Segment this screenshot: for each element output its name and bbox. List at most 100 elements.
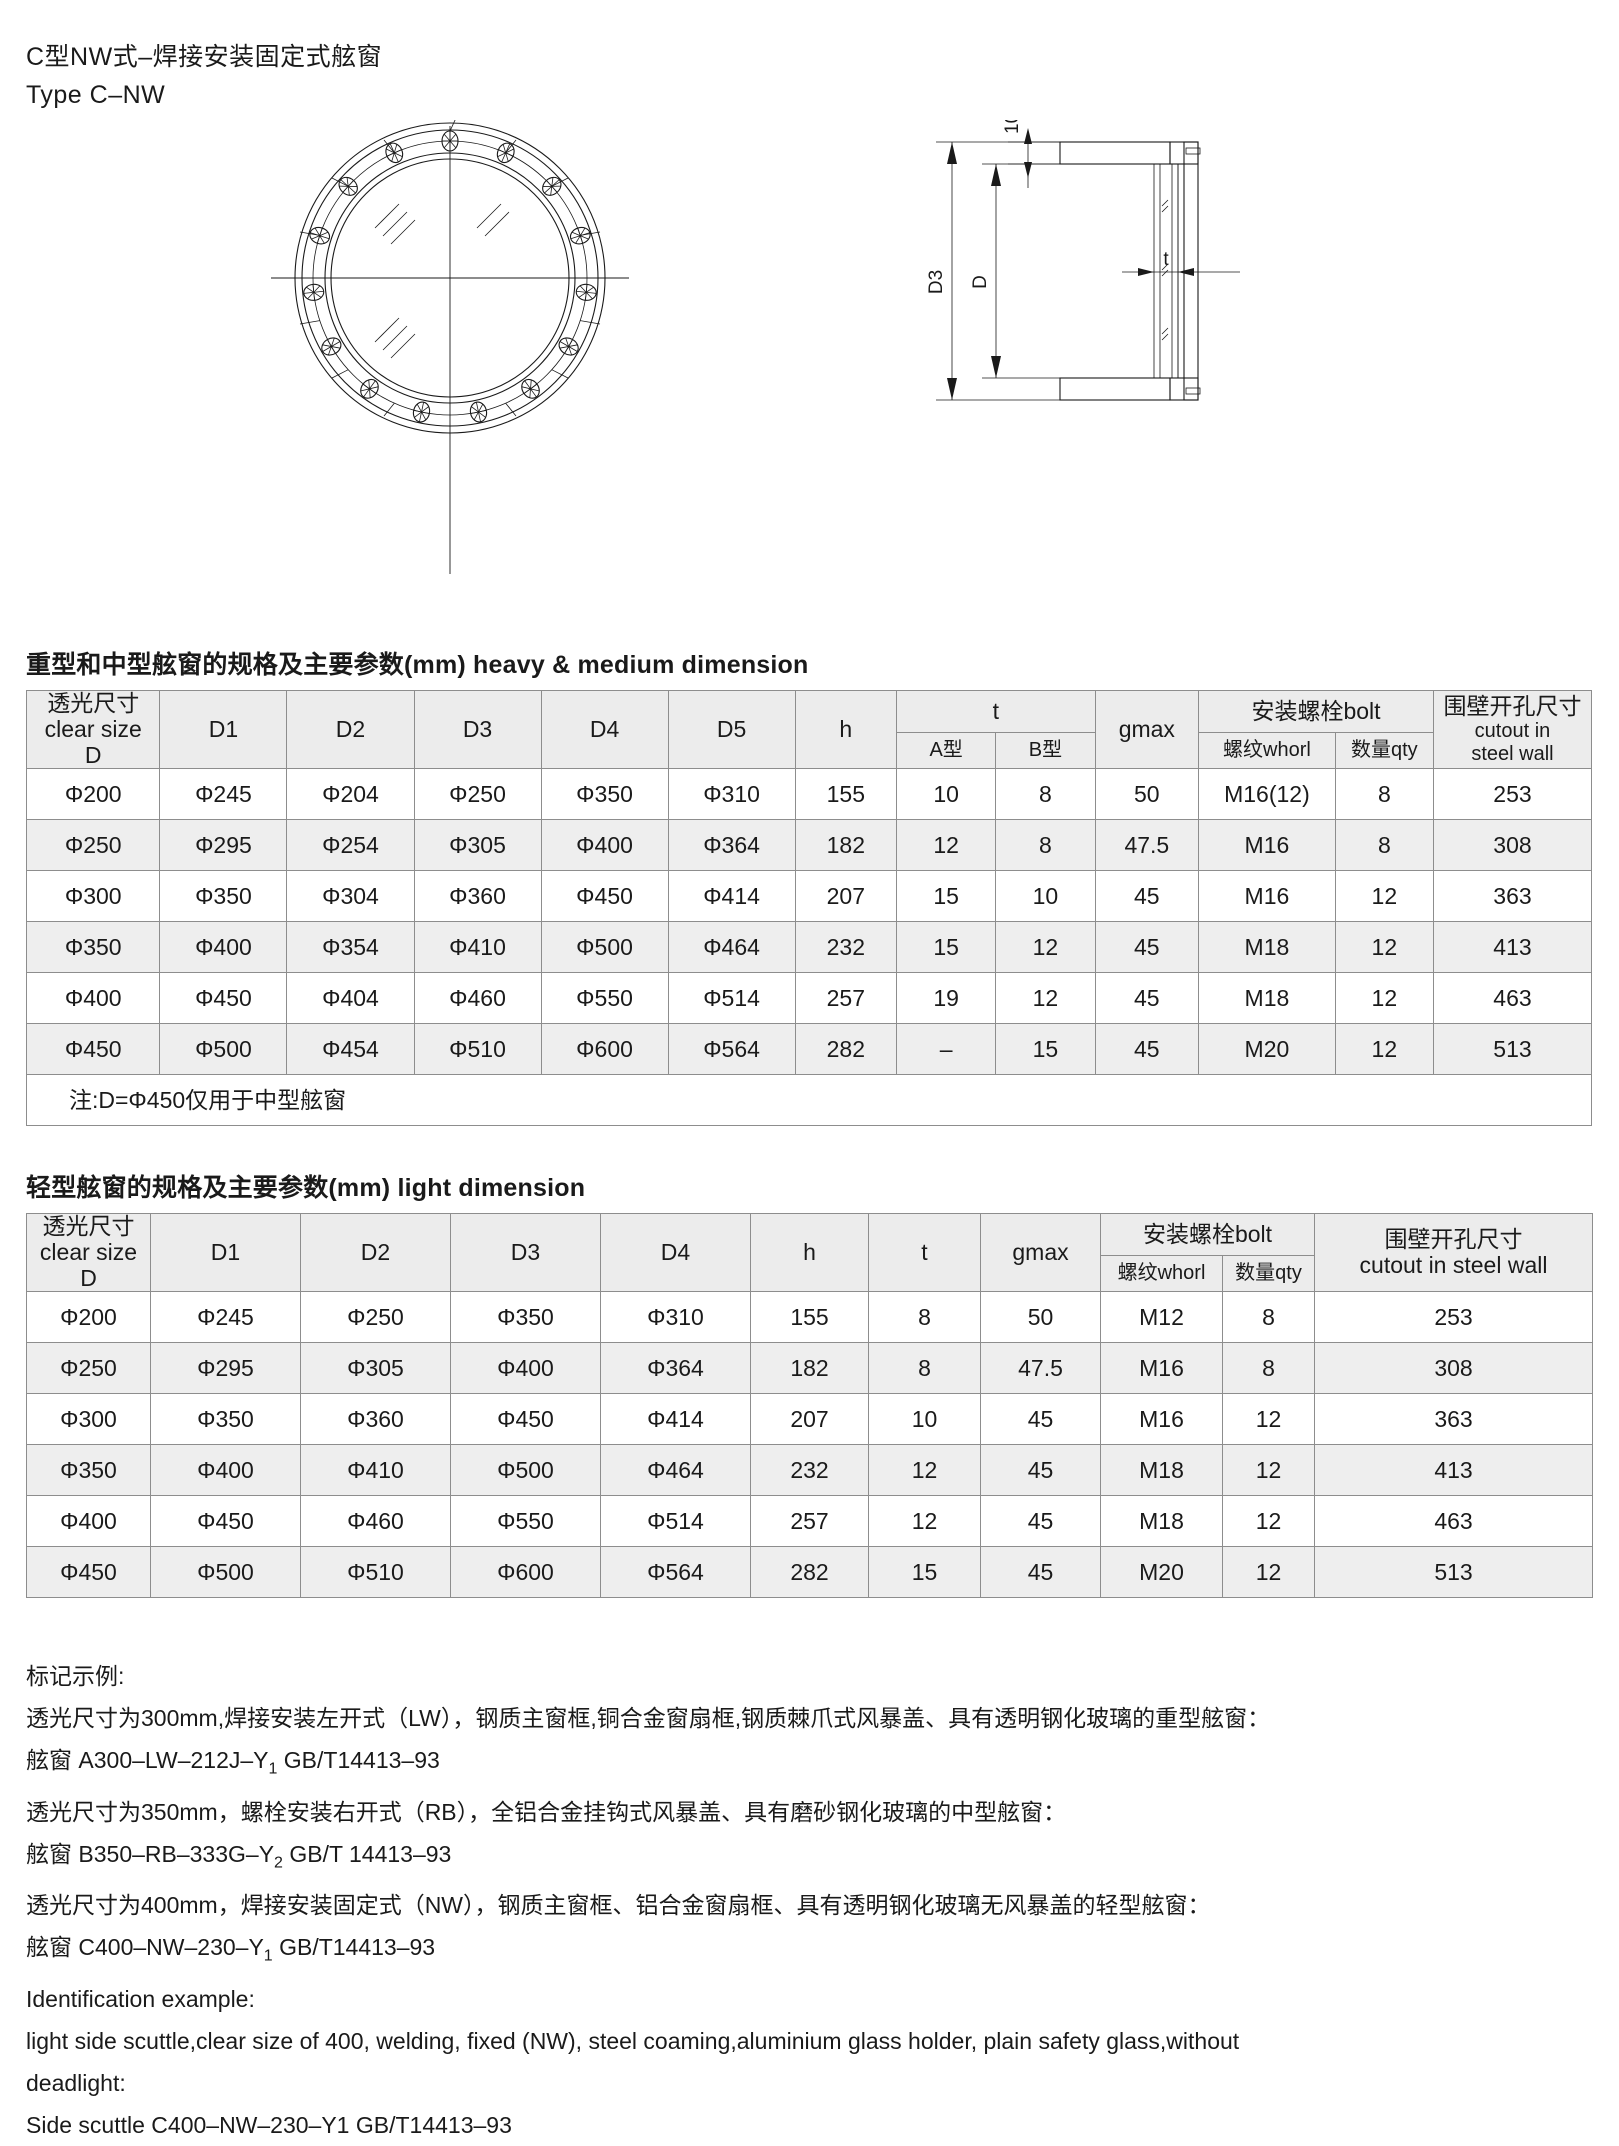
cell: M20 [1198, 1023, 1336, 1076]
cell: Φ305 [300, 1342, 451, 1395]
cell: 182 [750, 1342, 869, 1395]
cell: 45 [980, 1546, 1101, 1599]
header-bolt-whorl: 螺纹whorl [1198, 731, 1336, 770]
cell: 12 [1222, 1546, 1315, 1599]
header-t-type-b: B型 [995, 731, 1096, 770]
cell: Φ450 [540, 870, 669, 923]
cell: Φ364 [600, 1342, 751, 1395]
cell: 12 [1334, 972, 1434, 1025]
cell: 8 [995, 768, 1096, 821]
cell: Φ500 [150, 1546, 301, 1599]
cell: Φ464 [667, 921, 796, 974]
cell: Φ410 [413, 921, 542, 974]
cell: 363 [1432, 870, 1593, 923]
heavy-table-note-row: 注:D=Φ450仅用于中型舷窗 [26, 1074, 1592, 1127]
cell: 308 [1432, 819, 1593, 872]
cell: 12 [995, 972, 1096, 1025]
light-header-row-2: 螺纹whorl 数量qty [27, 1254, 1593, 1293]
header-h: h [750, 1212, 869, 1293]
cell: – [895, 1023, 997, 1076]
page-title-cn: C型NW式–焊接安装固定式舷窗 [26, 43, 383, 71]
header-clear-size-cn: 透光尺寸 [47, 690, 140, 716]
marking-line-6: 舷窗 C400–NW–230–Y1 GB/T14413–93 [26, 1926, 1596, 1978]
cell: M20 [1100, 1546, 1223, 1599]
cell: Φ500 [450, 1444, 601, 1497]
dim-label-t: t [1163, 249, 1169, 270]
table-row: Φ450 Φ500 Φ454 Φ510 Φ600 Φ564 282 – 15 4… [25, 1023, 1593, 1076]
cell: M18 [1100, 1495, 1223, 1548]
table-row: Φ350 Φ400 Φ354 Φ410 Φ500 Φ464 232 15 12 … [25, 921, 1593, 974]
header-cutout-en: cutout in steel wall [1359, 1251, 1548, 1278]
cell: Φ400 [540, 819, 669, 872]
dim-label-10: 10 [1002, 120, 1023, 134]
cell: M18 [1198, 972, 1336, 1025]
header-d4: D4 [600, 1212, 751, 1293]
cell: Φ295 [150, 1342, 301, 1395]
title-block: C型NW式–焊接安装固定式舷窗 Type C–NW [26, 38, 382, 114]
cell: Φ410 [300, 1444, 451, 1497]
cell: 10 [868, 1393, 981, 1446]
cell: 12 [1334, 1023, 1434, 1076]
heavy-table-caption: 重型和中型舷窗的规格及主要参数(mm) heavy & medium dimen… [26, 651, 809, 679]
cell: Φ600 [450, 1546, 601, 1599]
scuttle-section-view-svg: 10 D3 D t [926, 113, 1240, 401]
cell: Φ450 [26, 1546, 151, 1599]
marking-line-6-post: GB/T14413–93 [272, 1934, 436, 1961]
cell: 15 [995, 1023, 1096, 1076]
header-d3: D3 [450, 1212, 601, 1293]
cell: Φ464 [600, 1444, 751, 1497]
header-cutout-en1: cutout in [1474, 720, 1551, 743]
table-row: Φ350 Φ400 Φ410 Φ500 Φ464 232 12 45 M18 1… [26, 1444, 1593, 1497]
table-row: Φ450 Φ500 Φ510 Φ600 Φ564 282 15 45 M20 1… [26, 1546, 1593, 1599]
table-row: Φ250 Φ295 Φ305 Φ400 Φ364 182 8 47.5 M16 … [26, 1342, 1593, 1395]
cell: Φ300 [25, 870, 161, 923]
cell: M12 [1100, 1291, 1223, 1344]
header-cutout: 围壁开孔尺寸 cutout in steel wall [1314, 1212, 1593, 1293]
cell: 308 [1314, 1342, 1593, 1395]
cell: 12 [1334, 921, 1434, 974]
cell: 253 [1314, 1291, 1593, 1344]
cell: 19 [895, 972, 997, 1025]
cell: Φ254 [286, 819, 415, 872]
table-row: Φ250 Φ295 Φ254 Φ305 Φ400 Φ364 182 12 8 4… [25, 819, 1593, 872]
header-t-group: t [896, 690, 1096, 733]
page-title-en: Type C–NW [26, 81, 166, 109]
cell: M16 [1198, 870, 1336, 923]
header-d2: D2 [286, 689, 415, 770]
header-cutout-cn: 围壁开孔尺寸 [1443, 693, 1582, 720]
heavy-medium-dimension-table: 透光尺寸 clear size D D1 D2 D3 D4 D5 h t gma… [25, 689, 1593, 1127]
cell: M16 [1100, 1393, 1223, 1446]
marking-line-2-pre: 舷窗 A300–LW–212J–Y [26, 1747, 269, 1773]
header-clear-size-en: clear size [44, 715, 142, 742]
cell: Φ364 [667, 819, 796, 872]
cell: Φ400 [150, 1444, 301, 1497]
marking-heading-en: Identification example: [26, 1985, 255, 2012]
cell: Φ250 [26, 1342, 151, 1395]
cell: Φ550 [540, 972, 669, 1025]
cell: Φ250 [413, 768, 542, 821]
heavy-header-row-1: 透光尺寸 clear size D D1 D2 D3 D4 D5 h t gma… [25, 689, 1593, 770]
cell: Φ510 [413, 1023, 542, 1076]
cell: 47.5 [980, 1342, 1101, 1395]
heavy-header-row-2: A型 B型 螺纹whorl 数量qty [27, 731, 1592, 770]
light-table-body: Φ200 Φ245 Φ250 Φ350 Φ310 155 8 50 M12 8 … [26, 1291, 1593, 1599]
technical-drawing-area: 10 D3 D t [0, 113, 1619, 600]
cell: Φ250 [300, 1291, 451, 1344]
header-clear-size-cn: 透光尺寸 [42, 1213, 135, 1239]
cell: Φ450 [450, 1393, 601, 1446]
cell: Φ250 [25, 819, 161, 872]
cell: Φ305 [413, 819, 542, 872]
marking-line-2-post: GB/T14413–93 [277, 1747, 440, 1773]
cell: M18 [1198, 921, 1336, 974]
header-clear-size: 透光尺寸 clear size D [26, 1212, 151, 1293]
cell: 232 [794, 921, 898, 974]
cell: Φ350 [450, 1291, 601, 1344]
light-header-row-1: 透光尺寸 clear size D D1 D2 D3 D4 h t gmax 安… [26, 1212, 1593, 1293]
marking-en-line-2: deadlight: [26, 2069, 126, 2096]
cell: 12 [895, 819, 997, 872]
marking-line-4-sub: 2 [274, 1854, 283, 1872]
cell: 8 [868, 1291, 981, 1344]
bolt-ring [299, 117, 601, 423]
cell: Φ360 [413, 870, 542, 923]
cell: 50 [1094, 768, 1200, 821]
